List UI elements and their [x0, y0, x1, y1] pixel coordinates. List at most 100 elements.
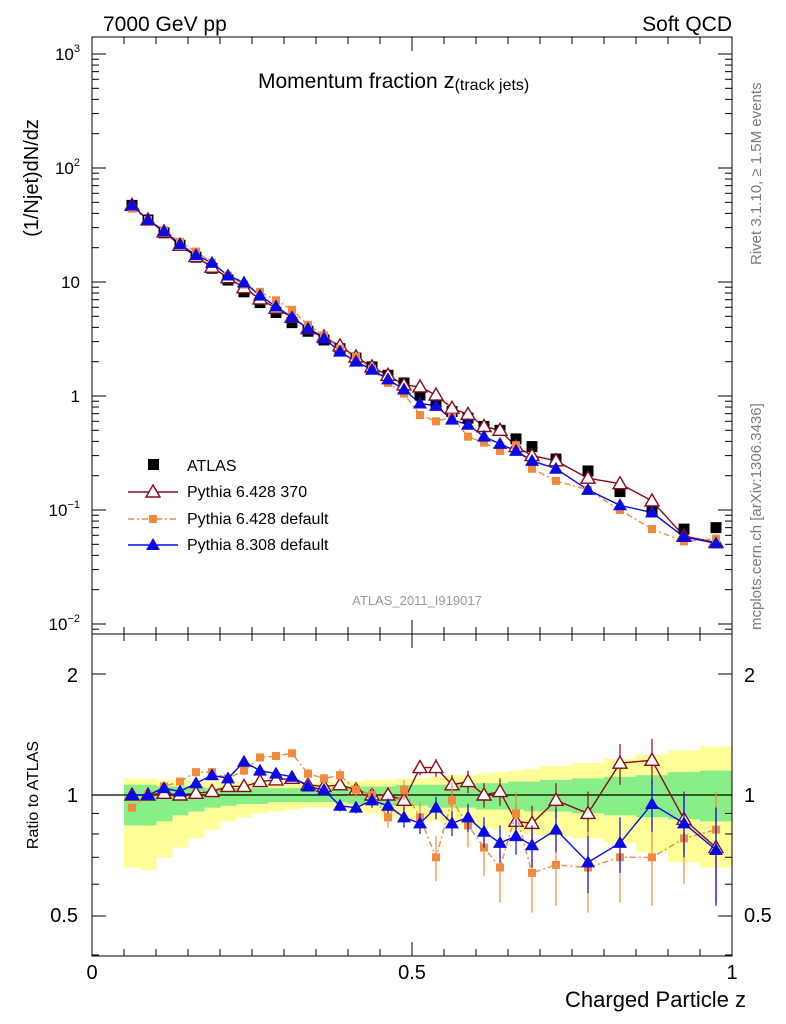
legend-marker-py6-370	[144, 483, 162, 498]
ratio-point-py8-default	[477, 824, 491, 837]
ratio-series-layer	[123, 738, 725, 913]
ratio-point-py6-default	[304, 769, 312, 778]
ratio-ytick-2: 2	[67, 665, 78, 687]
point-py8-default	[509, 443, 523, 456]
point-py8-default	[205, 255, 219, 268]
ratio-ytick-1: 1	[67, 785, 78, 807]
band-green	[252, 788, 269, 804]
ratio-ticks	[91, 634, 733, 956]
ratio-point-py8-default	[509, 829, 523, 842]
legend-marker-atlas	[148, 459, 159, 470]
ratio-point-py8-default	[253, 763, 267, 776]
ratio-point-py6-default	[128, 803, 136, 812]
point-py8-default	[237, 275, 251, 288]
point-py8-default	[125, 198, 139, 211]
band-green	[220, 788, 237, 806]
ratio-point-py6-default	[512, 809, 520, 818]
ratio-point-py6-default	[192, 768, 200, 777]
xtick-label-0: 0	[86, 962, 97, 984]
ratio-point-py8-default	[365, 793, 379, 806]
ratio-point-py8-default	[381, 798, 395, 811]
mcplots-label: mcplots.cern.ch [arXiv:1306.3436]	[748, 403, 765, 630]
point-py6-default	[480, 438, 488, 447]
point-atlas	[526, 441, 538, 453]
point-py6-370	[411, 378, 429, 393]
ytick-label-1: 1	[71, 387, 80, 406]
ratio-point-py8-default	[221, 771, 235, 784]
ratio-point-py6-370	[187, 784, 205, 799]
legend-label-py8-default: Pythia 8.308 default	[187, 537, 329, 554]
ratio-point-py8-default	[429, 800, 443, 813]
point-py6-370	[427, 386, 445, 401]
ratio-point-py6-370	[459, 773, 477, 788]
point-py8-default	[333, 344, 347, 357]
ratio-ytick-right-1: 1	[744, 785, 755, 807]
xlabel: Charged Particle z	[565, 987, 746, 1012]
point-py8-default	[285, 310, 299, 323]
legend-marker-py6-default	[149, 515, 157, 523]
ratio-point-py6-370	[219, 778, 237, 793]
ratio-point-py6-default	[256, 753, 264, 762]
legend-label-py6-370: Pythia 6.428 370	[187, 484, 307, 501]
ratio-point-py6-370	[611, 754, 629, 769]
ratio-point-py6-370	[491, 783, 509, 798]
ratio-point-py6-default	[240, 766, 248, 775]
ratio-point-py6-370	[235, 778, 253, 793]
ratio-point-py6-default	[352, 785, 360, 794]
point-py6-default	[464, 432, 472, 441]
point-py8-default	[677, 529, 691, 542]
point-py8-default	[549, 461, 563, 474]
point-py8-default	[477, 429, 491, 442]
ratio-point-py6-370	[427, 759, 445, 774]
ratio-point-py8-default	[189, 776, 203, 789]
point-py8-default	[317, 331, 331, 344]
ratio-point-py6-370	[411, 759, 429, 774]
ratio-point-py6-370	[203, 783, 221, 798]
ratio-ytick-0.5: 0.5	[50, 905, 78, 927]
ratio-point-py8-default	[269, 766, 283, 779]
band-green	[428, 784, 445, 808]
point-py8-default	[349, 354, 363, 367]
main-ylabel: (1/Njet)dN/dz	[21, 119, 43, 237]
point-py8-default	[493, 436, 507, 449]
point-py8-default	[525, 453, 539, 466]
point-py8-default	[269, 299, 283, 312]
point-py8-default	[645, 505, 659, 518]
point-atlas	[414, 389, 426, 401]
ratio-point-py8-default	[493, 835, 507, 848]
point-py8-default	[365, 362, 379, 375]
point-py8-default	[397, 382, 411, 395]
point-py6-default	[552, 476, 560, 485]
ratio-point-py6-default	[272, 752, 280, 761]
point-py6-370	[491, 421, 509, 437]
ytick-label-1e2: 102	[55, 157, 80, 178]
point-py8-default	[301, 321, 315, 334]
ratio-point-py6-default	[400, 785, 408, 794]
ratio-ytick-right-2: 2	[744, 665, 755, 687]
ratio-point-py6-default	[384, 813, 392, 822]
xtick-label-1: 1	[726, 962, 737, 984]
point-py6-default	[288, 305, 296, 314]
point-atlas	[614, 486, 626, 498]
ratio-point-py6-370	[267, 771, 285, 786]
point-py8-default	[381, 372, 395, 385]
ratio-point-py6-default	[336, 771, 344, 780]
ytick-label-1e-2: 10−2	[49, 613, 80, 634]
point-py8-default	[581, 482, 595, 495]
point-py8-default	[413, 396, 427, 409]
header-left: 7000 GeV pp	[103, 13, 227, 36]
point-py6-default	[528, 464, 536, 473]
ratio-point-py6-default	[496, 863, 504, 872]
legend-label-atlas: ATLAS	[187, 458, 237, 475]
point-py6-default	[432, 417, 440, 426]
ratio-point-py6-default	[648, 853, 656, 862]
header-right: Soft QCD	[642, 13, 732, 36]
ratio-point-py8-default	[173, 784, 187, 797]
ratio-point-py8-default	[301, 779, 315, 792]
main-panel: 10−2 10−1 1 10 102 103 (1/Njet)dN/dz Mom…	[21, 36, 733, 635]
point-py8-default	[429, 398, 443, 411]
main-ticks	[91, 37, 733, 634]
ratio-point-py6-default	[552, 860, 560, 869]
chart-title: Momentum fraction z(track jets)	[258, 68, 529, 94]
ratio-point-py8-default	[125, 788, 139, 800]
